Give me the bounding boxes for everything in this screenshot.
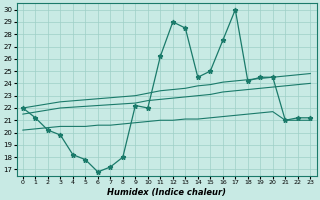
X-axis label: Humidex (Indice chaleur): Humidex (Indice chaleur) bbox=[107, 188, 226, 197]
